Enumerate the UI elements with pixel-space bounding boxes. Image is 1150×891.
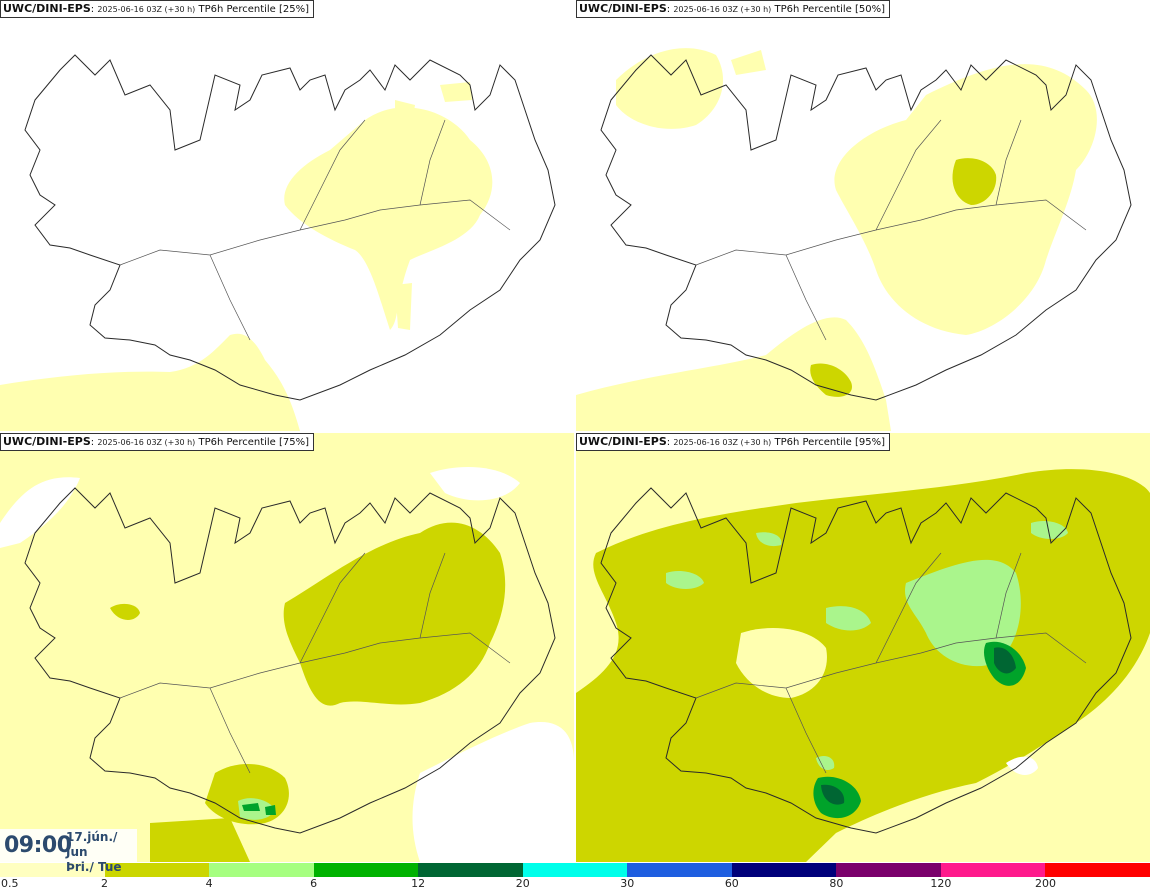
valid-time-clock: 09:00 bbox=[4, 833, 72, 858]
precip-area-level1 bbox=[1031, 753, 1121, 785]
precip-area-level4 bbox=[242, 803, 260, 811]
map-panel-p25: UWC/DINI-EPS: 2025-06-16 03Z (+30 h) TP6… bbox=[0, 0, 574, 431]
legend-swatch bbox=[0, 863, 106, 877]
legend-tick-label: 20 bbox=[515, 877, 530, 890]
road-network bbox=[695, 552, 1087, 774]
product-name: TP6h Percentile [25%] bbox=[198, 4, 310, 15]
legend-swatch bbox=[940, 863, 1046, 877]
precip-area-level4 bbox=[265, 805, 276, 815]
legend-swatch bbox=[522, 863, 628, 877]
precip-area-level1 bbox=[731, 50, 766, 75]
precip-map-p75 bbox=[0, 433, 574, 862]
precip-area-level3 bbox=[666, 571, 704, 589]
precip-area-level1 bbox=[395, 283, 412, 330]
legend-tick-label: 80 bbox=[829, 877, 844, 890]
model-name: UWC/DINI-EPS bbox=[3, 2, 91, 15]
legend-tick-label: 30 bbox=[620, 877, 635, 890]
product-name: TP6h Percentile [75%] bbox=[198, 437, 310, 448]
model-name: UWC/DINI-EPS bbox=[579, 2, 667, 15]
precip-area-level1 bbox=[616, 48, 724, 129]
map-panel-p75: UWC/DINI-EPS: 2025-06-16 03Z (+30 h) TP6… bbox=[0, 433, 574, 862]
legend-swatch bbox=[418, 863, 524, 877]
run-time: 2025-06-16 03Z (+30 h) bbox=[673, 5, 772, 14]
model-name: UWC/DINI-EPS bbox=[579, 435, 667, 448]
panel-title-p25: UWC/DINI-EPS: 2025-06-16 03Z (+30 h) TP6… bbox=[0, 0, 315, 18]
coastline bbox=[600, 487, 1132, 834]
model-name: UWC/DINI-EPS bbox=[3, 435, 91, 448]
road-network bbox=[695, 119, 1087, 341]
valid-time-box: 09:00 17.jún./ Jun Þri./ Tue bbox=[0, 829, 137, 874]
road-network bbox=[119, 119, 511, 341]
precip-area-level2 bbox=[110, 603, 140, 620]
coastline bbox=[24, 487, 556, 834]
precip-area-level5 bbox=[821, 784, 845, 805]
legend-tick-label: 2 bbox=[101, 877, 109, 890]
road-network bbox=[119, 552, 511, 774]
precip-area-level3 bbox=[756, 532, 782, 547]
valid-time-date: 17.jún./ Jun Þri./ Tue bbox=[66, 830, 137, 875]
product-name: TP6h Percentile [95%] bbox=[774, 437, 886, 448]
precip-color-legend: 0.5 2 4 6 12 20 30 60 80 120 200 bbox=[0, 862, 1150, 891]
coastline bbox=[24, 54, 556, 401]
precip-area-level1 bbox=[736, 628, 827, 698]
run-time: 2025-06-16 03Z (+30 h) bbox=[97, 5, 196, 14]
precip-area-level3 bbox=[905, 559, 1021, 667]
legend-tick-label: 6 bbox=[310, 877, 318, 890]
run-time: 2025-06-16 03Z (+30 h) bbox=[673, 438, 772, 447]
panel-title-p95: UWC/DINI-EPS: 2025-06-16 03Z (+30 h) TP6… bbox=[576, 433, 891, 451]
legend-swatch bbox=[627, 863, 733, 877]
legend-tick-label: 200 bbox=[1034, 877, 1056, 890]
legend-swatch bbox=[1045, 863, 1150, 877]
legend-swatch bbox=[209, 863, 315, 877]
precip-area-level3 bbox=[816, 756, 835, 770]
legend-swatch bbox=[313, 863, 419, 877]
precip-area-level2 bbox=[283, 522, 506, 706]
product-name: TP6h Percentile [50%] bbox=[774, 4, 886, 15]
precip-area-level1 bbox=[395, 100, 415, 125]
dry-area bbox=[430, 467, 520, 501]
valid-weekday-line2: Þri./ Tue bbox=[66, 860, 122, 874]
map-panel-p50: UWC/DINI-EPS: 2025-06-16 03Z (+30 h) TP6… bbox=[576, 0, 1150, 431]
legend-tick-label: 60 bbox=[724, 877, 739, 890]
precip-area-level2 bbox=[150, 818, 250, 862]
dry-area bbox=[1006, 756, 1038, 775]
run-time: 2025-06-16 03Z (+30 h) bbox=[97, 438, 196, 447]
legend-swatch bbox=[104, 863, 210, 877]
legend-swatch bbox=[836, 863, 942, 877]
legend-tick-label: 0.5 bbox=[1, 877, 19, 890]
panel-title-p75: UWC/DINI-EPS: 2025-06-16 03Z (+30 h) TP6… bbox=[0, 433, 315, 451]
precip-area-level5 bbox=[994, 647, 1016, 674]
precip-area-level1 bbox=[576, 317, 891, 431]
precip-area-level1 bbox=[284, 107, 493, 331]
coastline bbox=[600, 54, 1132, 401]
panel-title-p50: UWC/DINI-EPS: 2025-06-16 03Z (+30 h) TP6… bbox=[576, 0, 891, 18]
legend-tick-label: 4 bbox=[205, 877, 213, 890]
precip-map-p95 bbox=[576, 433, 1150, 862]
precip-area-level1 bbox=[440, 82, 472, 102]
legend-tick-label: 120 bbox=[930, 877, 952, 890]
precip-area-level2 bbox=[810, 363, 852, 397]
valid-date-line1: 17.jún./ Jun bbox=[66, 830, 118, 859]
precip-map-p50 bbox=[576, 48, 1132, 431]
legend-tick-label: 12 bbox=[411, 877, 426, 890]
dry-area bbox=[0, 477, 80, 548]
precip-map-p25 bbox=[0, 54, 556, 431]
map-panel-p95: UWC/DINI-EPS: 2025-06-16 03Z (+30 h) TP6… bbox=[576, 433, 1150, 862]
precip-area-level2 bbox=[952, 158, 997, 205]
legend-swatch bbox=[731, 863, 837, 877]
precip-area-level1 bbox=[0, 333, 300, 431]
precip-area-level3 bbox=[1031, 521, 1068, 539]
precip-area-level3 bbox=[826, 606, 871, 631]
